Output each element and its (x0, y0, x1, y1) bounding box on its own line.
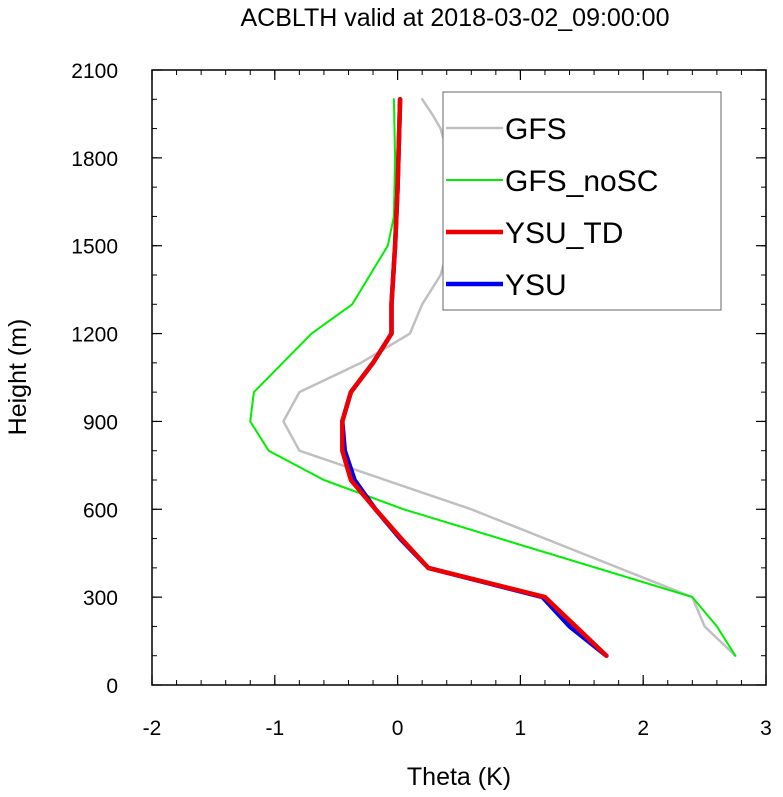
y-tick-label: 1200 (71, 324, 118, 347)
x-tick-label: 1 (515, 717, 527, 740)
x-tick-label: 2 (637, 717, 649, 740)
series-line-ysu-td (340, 97, 609, 658)
series-line-gfs-nosc (249, 98, 737, 657)
x-tick-label: 0 (392, 717, 404, 740)
tick-layer: -2 -1 0 1 2 3 0 300 600 900 1200 1500 1800 2100 (71, 60, 772, 740)
y-axis-title: Height (m) (4, 319, 32, 436)
y-tick-label: 1800 (71, 148, 118, 171)
y-tick-label: 900 (83, 411, 118, 434)
legend-label-ysu: YSU (505, 269, 567, 302)
legend: GFS GFS_noSC YSU_TD YSU (442, 91, 722, 311)
legend-entries: GFS GFS_noSC YSU_TD YSU (446, 113, 658, 302)
x-tick-label: 3 (760, 717, 772, 740)
plot-frame (151, 69, 767, 686)
legend-label-gfs-nosc: GFS_noSC (505, 165, 658, 198)
y-tick-label: 2100 (71, 60, 118, 83)
legend-label-gfs: GFS (505, 113, 567, 146)
y-tick-label: 1500 (71, 236, 118, 259)
y-tick-label: 0 (106, 675, 118, 698)
y-tick-label: 600 (83, 499, 118, 522)
chart-title: ACBLTH valid at 2018-03-02_09:00:00 (241, 4, 670, 32)
y-tick-label: 300 (83, 587, 118, 610)
legend-box (442, 91, 722, 311)
x-tick-label: -2 (143, 717, 162, 740)
x-tick-label: -1 (265, 717, 284, 740)
x-axis-title: Theta (K) (407, 763, 511, 791)
legend-label-ysu-td: YSU_TD (505, 217, 623, 250)
